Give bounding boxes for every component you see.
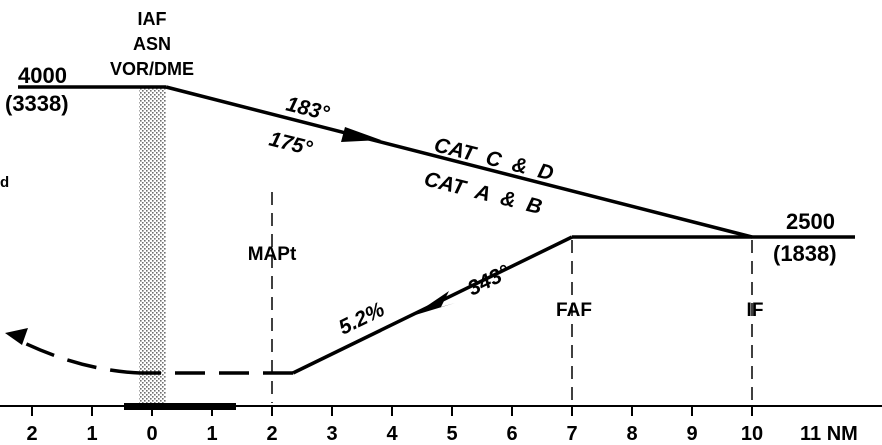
inbound-arrowhead (341, 127, 381, 142)
nm-tick-label: 5 (446, 423, 457, 445)
course-cat-ab: 175° (267, 128, 315, 161)
nm-tick-label: 7 (566, 423, 577, 445)
intermediate-altitude-hat: (1838) (773, 241, 837, 266)
nm-tick-label: 9 (686, 423, 697, 445)
nm-tick-label: 8 (626, 423, 637, 445)
nm-axis-ticks: 2 1 0 1 2 3 4 5 6 7 8 9 10 11 NM (26, 406, 858, 445)
intermediate-altitude-msl: 2500 (786, 209, 835, 234)
nm-tick-label: 10 (741, 423, 763, 445)
nm-tick-label: 1 (206, 423, 217, 445)
nm-tick-label: 6 (506, 423, 517, 445)
final-course-label: 343° (464, 261, 514, 301)
nm-tick-label: 1 (86, 423, 97, 445)
missed-approach-arrowhead (5, 328, 28, 345)
station-column-shading (139, 88, 166, 406)
nm-tick-label: 2 (266, 423, 277, 445)
initial-altitude-hat: (3338) (5, 91, 69, 116)
mapt-label: MAPt (248, 244, 297, 265)
descent-gradient-label: 5.2% (335, 298, 388, 340)
faf-label: FAF (556, 300, 592, 321)
left-edge-fragment: d (0, 174, 9, 191)
nm-tick-label: 11 NM (800, 423, 858, 445)
initial-altitude-msl: 4000 (18, 63, 67, 88)
nm-tick-label: 4 (386, 423, 398, 445)
nm-tick-label: 2 (26, 423, 37, 445)
nm-tick-label: 3 (326, 423, 337, 445)
missed-approach-turn-path (17, 338, 141, 375)
iaf-label: IAF (138, 9, 167, 29)
iaf-station-name: ASN (133, 34, 171, 54)
nm-tick-label: 0 (146, 423, 157, 445)
iaf-station-type: VOR/DME (110, 59, 194, 79)
inbound-course-line (165, 85, 753, 239)
if-label: IF (747, 300, 764, 321)
final-course-arrowhead (412, 291, 455, 316)
